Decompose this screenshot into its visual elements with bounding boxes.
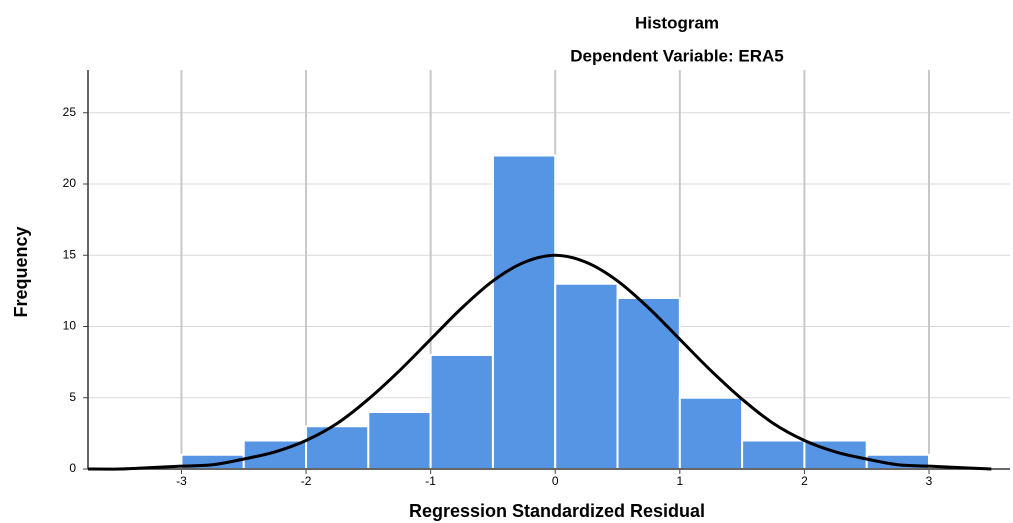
y-tick-label: 0 — [69, 461, 76, 475]
y-tick-label: 25 — [63, 105, 77, 119]
x-tick-label: 2 — [801, 474, 808, 488]
x-tick-label: -2 — [301, 474, 312, 488]
x-tick-label: 0 — [552, 474, 559, 488]
y-tick-label: 5 — [69, 390, 76, 404]
y-tick-label: 10 — [63, 319, 77, 333]
normal-curve — [87, 253, 992, 471]
bar — [678, 396, 744, 470]
bar — [616, 297, 681, 470]
x-tick-label: 3 — [926, 474, 933, 488]
x-tick-label: -3 — [176, 474, 187, 488]
y-tick-label: 15 — [63, 247, 77, 261]
bar — [741, 439, 806, 470]
bar — [429, 354, 494, 470]
y-axis-title: Frequency — [11, 226, 31, 317]
bar — [305, 425, 370, 470]
bar — [491, 154, 557, 470]
bar — [367, 411, 432, 470]
chart-subtitle: Dependent Variable: ERA5 — [570, 46, 784, 65]
chart-title: Histogram — [635, 13, 719, 32]
x-tick-label: 1 — [676, 474, 683, 488]
x-axis-title: Regression Standardized Residual — [409, 501, 705, 521]
bar — [554, 282, 619, 470]
x-tick-label: -1 — [425, 474, 436, 488]
y-tick-label: 20 — [63, 176, 77, 190]
